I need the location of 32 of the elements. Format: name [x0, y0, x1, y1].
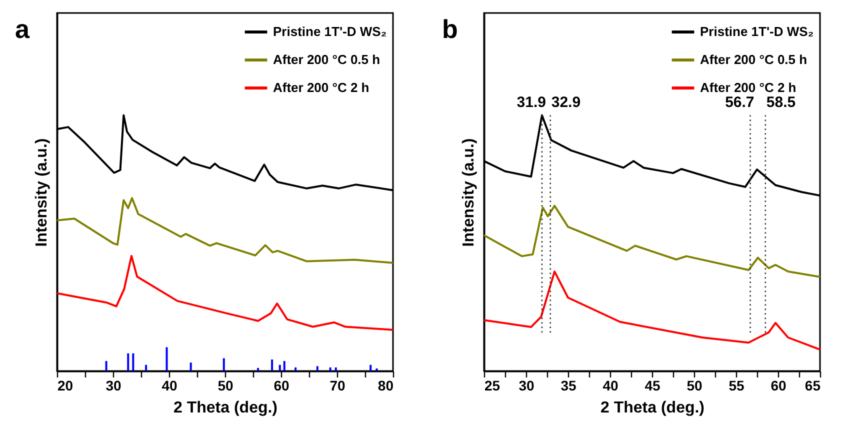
ref-line-label: 31.9 [516, 94, 546, 112]
legend-label: Pristine 1T'-D WS₂ [273, 24, 387, 39]
legend-label: Pristine 1T'-D WS₂ [700, 24, 814, 39]
x-tick-label: 45 [644, 378, 660, 394]
ref-line-label: 58.5 [766, 94, 796, 112]
x-tick-label: 30 [106, 378, 122, 394]
x-tick-label: 25 [484, 378, 500, 394]
y-axis-title: Intensity (a.u.) [460, 138, 478, 247]
x-tick-label: 60 [274, 378, 290, 394]
x-tick-label: 50 [686, 378, 702, 394]
legend-label: After 200 °C 0.5 h [273, 52, 380, 67]
x-tick-label: 50 [218, 378, 234, 394]
x-tick-label: 65 [804, 378, 821, 394]
legend-label: After 200 °C 2 h [700, 80, 796, 95]
x-tick-label: 35 [560, 378, 576, 394]
x-axis-title: 2 Theta (deg.) [173, 400, 278, 416]
x-tick-label: 70 [330, 378, 346, 394]
legend-label: After 200 °C 0.5 h [700, 52, 808, 67]
chart-title: b [442, 14, 458, 44]
x-tick-label: 55 [728, 378, 744, 394]
y-axis-title: Intensity (a.u.) [34, 138, 50, 247]
legend-label: After 200 °C 2 h [273, 80, 370, 95]
x-tick-label: 20 [58, 378, 74, 394]
x-axis-title: 2 Theta (deg.) [600, 400, 705, 416]
chart-title: a [15, 14, 30, 44]
x-tick-label: 60 [770, 378, 786, 394]
x-tick-label: 40 [602, 378, 618, 394]
ref-line-label: 32.9 [551, 94, 581, 112]
x-tick-label: 40 [162, 378, 178, 394]
ref-line-label: 56.7 [725, 94, 754, 112]
x-tick-label: 80 [378, 378, 394, 394]
x-tick-label: 30 [518, 378, 534, 394]
